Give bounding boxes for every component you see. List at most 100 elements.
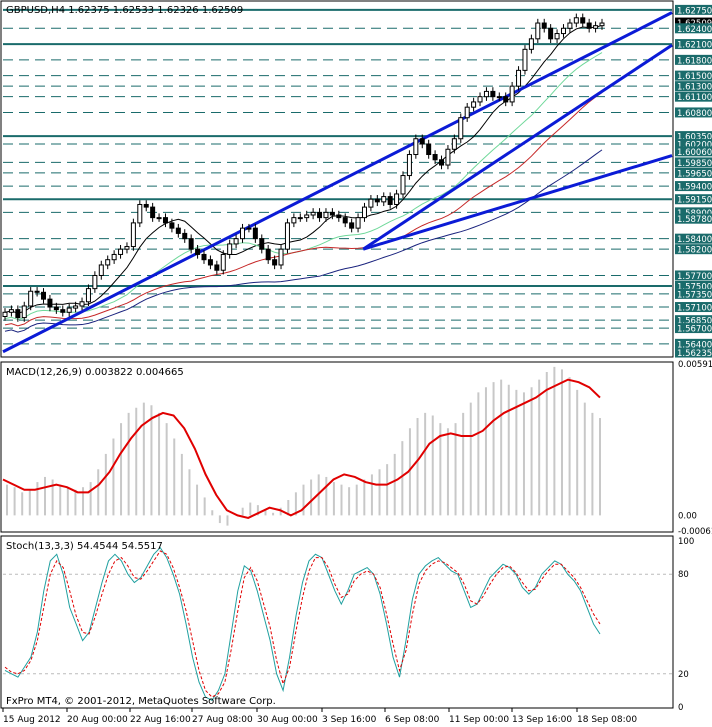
- candle-body-49: [317, 211, 323, 219]
- candle-body-53: [342, 217, 348, 224]
- macd-panel-frame: [0, 361, 674, 533]
- macd-tag-0: 0.00591: [678, 360, 712, 370]
- candle-body-69: [445, 148, 451, 166]
- candle-body-13: [85, 288, 91, 303]
- candle-body-75: [483, 90, 489, 98]
- footer-copyright: FxPro MT4, © 2001-2012, MetaQuotes Softw…: [6, 696, 276, 707]
- x-tick-label-4: 30 Aug 00:00: [257, 715, 318, 725]
- candle-body-89: [573, 17, 579, 24]
- price-tag-0: 1.62750: [677, 6, 712, 16]
- price-tag-8: 1.60800: [677, 109, 712, 119]
- candle-body-45: [291, 217, 297, 224]
- candle-body-71: [458, 117, 464, 140]
- candle-body-18: [118, 248, 124, 255]
- price-tag-bg-20: [675, 270, 712, 281]
- candle-body-43: [278, 248, 284, 266]
- candle-body-33: [214, 264, 220, 271]
- candle-body-16: [105, 259, 111, 266]
- macd-histogram: [6, 366, 601, 526]
- candle-body-9: [60, 309, 66, 313]
- macd-signal-line-path: [2, 378, 601, 519]
- price-tag-3: 1.62100: [677, 41, 712, 51]
- price-tag-26: 1.56400: [677, 340, 712, 350]
- candle-body-15: [98, 264, 104, 276]
- price-tag-bg-11: [675, 146, 712, 157]
- candle-body-6: [41, 291, 47, 300]
- candle-body-80: [516, 69, 522, 87]
- candle-body-25: [162, 217, 168, 224]
- candle-body-0: [2, 311, 8, 318]
- candle-body-51: [329, 211, 335, 216]
- price-tag-22: 1.57350: [677, 290, 712, 300]
- candle-body-38: [246, 227, 252, 230]
- candle-body-74: [477, 96, 483, 103]
- candle-body-55: [355, 217, 361, 229]
- candle-body-67: [432, 154, 438, 161]
- macd-signal-line: [2, 378, 601, 519]
- candle-body-34: [220, 253, 226, 271]
- candle-body-29: [188, 238, 194, 250]
- candle-body-26: [169, 222, 175, 229]
- candle-body-8: [53, 306, 59, 311]
- price-tag-18: 1.58400: [677, 235, 712, 245]
- candle-body-32: [207, 259, 213, 266]
- candle-body-19: [124, 246, 130, 250]
- candle-body-86: [554, 33, 560, 40]
- candle-body-39: [252, 227, 258, 240]
- candle-body-17: [111, 253, 117, 261]
- price-tag-bg-19: [675, 244, 712, 255]
- price-tag-bg-18: [675, 233, 712, 244]
- price-tag-bg-27: [675, 347, 712, 358]
- price-tag-bg-14: [675, 181, 712, 192]
- candle-body-48: [310, 211, 316, 216]
- candle-body-81: [522, 48, 528, 71]
- stoch-panel-frame: [0, 535, 674, 709]
- candle-body-83: [535, 22, 541, 40]
- macd-tag-1: 0.00: [678, 511, 697, 521]
- price-tag-bg-17: [675, 213, 712, 224]
- price-tag-2: 1.62400: [677, 25, 712, 35]
- candle-body-50: [323, 211, 329, 219]
- candle-body-82: [528, 38, 534, 50]
- candle-body-20: [130, 222, 136, 248]
- candle-body-93: [599, 22, 605, 27]
- candle-body-52: [336, 214, 342, 219]
- moving-averages: [4, 24, 603, 333]
- candle-body-70: [451, 138, 457, 150]
- candle-body-11: [73, 305, 79, 309]
- price-tag-bg-24: [675, 315, 712, 326]
- candle-body-10: [66, 307, 72, 313]
- moving-average-2: [4, 92, 603, 327]
- price-tag-bg-13: [675, 167, 712, 178]
- candle-body-87: [560, 27, 566, 35]
- price-tag-bg-8: [675, 107, 712, 118]
- price-tag-bg-25: [675, 323, 712, 334]
- price-tag-21: 1.57500: [677, 283, 712, 293]
- price-tag-14: 1.59400: [677, 183, 712, 193]
- price-tag-bg-3: [675, 39, 712, 50]
- candle-body-1: [8, 309, 14, 313]
- price-tag-bg-0: [675, 4, 712, 15]
- candle-body-77: [496, 96, 502, 99]
- candle-body-59: [381, 196, 387, 203]
- stoch-tag-2: 20: [678, 670, 689, 680]
- x-tick-label-6: 6 Sep 08:00: [385, 715, 440, 725]
- stoch-signal-line: [4, 550, 601, 698]
- trendlines: [2, 11, 673, 354]
- price-tag-23: 1.57100: [677, 304, 712, 314]
- candle-body-79: [509, 85, 515, 103]
- candle-body-40: [259, 238, 265, 250]
- price-tag-5: 1.61500: [677, 72, 712, 82]
- candle-body-4: [28, 290, 34, 307]
- candle-body-60: [387, 196, 393, 205]
- price-tag-bg-1: [675, 17, 712, 28]
- trendline-1: [362, 43, 673, 251]
- candle-body-14: [92, 274, 98, 290]
- candle-body-56: [361, 206, 367, 219]
- candle-body-3: [21, 305, 27, 319]
- trendline-0: [2, 11, 673, 354]
- candle-body-88: [567, 22, 573, 29]
